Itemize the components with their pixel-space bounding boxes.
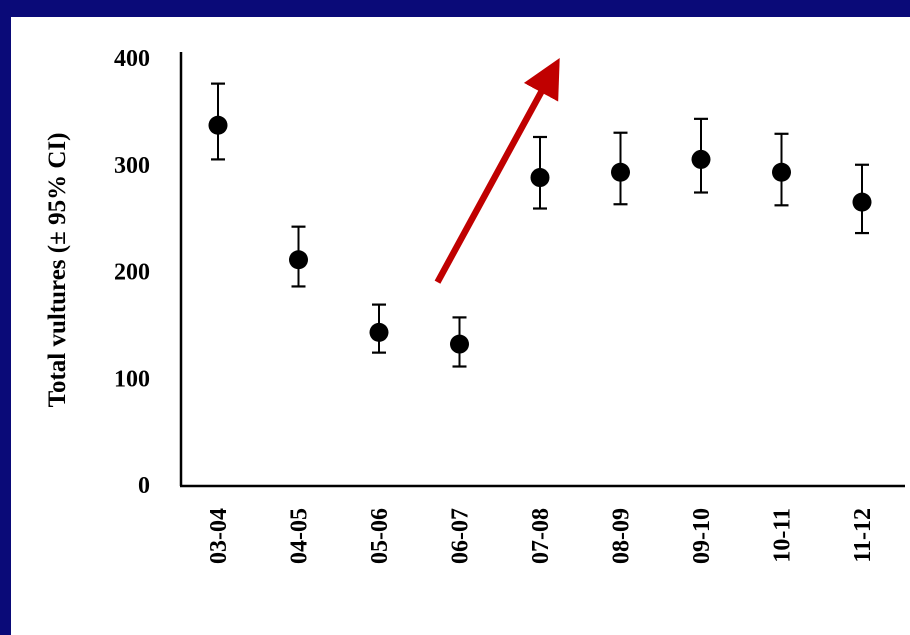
x-tick-label: 04-05 <box>287 508 313 564</box>
x-tick-label: 07-08 <box>528 508 554 564</box>
data-point <box>852 192 872 212</box>
x-tick-label: 11-12 <box>850 508 876 563</box>
trend-arrow <box>434 58 560 284</box>
data-points <box>208 115 872 354</box>
data-point <box>208 115 228 135</box>
data-point <box>369 322 389 342</box>
y-tick-label: 400 <box>114 46 150 72</box>
y-tick-label: 300 <box>114 153 150 179</box>
y-axis-title: Total vultures (± 95% CI) <box>44 133 71 408</box>
x-tick-labels: 03-04 04-05 05-06 06-07 07-08 08-09 09-10 10-11… <box>206 508 876 564</box>
axes <box>179 52 905 488</box>
x-tick-label: 05-06 <box>367 508 393 564</box>
y-tick-label: 100 <box>114 366 150 392</box>
x-tick-label: 08-09 <box>609 508 635 564</box>
data-point <box>450 334 469 354</box>
data-point <box>611 162 630 182</box>
y-tick-labels: 0 100 200 300 400 <box>114 46 150 499</box>
data-point <box>530 168 550 188</box>
data-point <box>289 250 308 270</box>
y-tick-label: 200 <box>114 260 150 286</box>
annotation-layer <box>434 58 560 284</box>
y-tick-label: 0 <box>138 473 150 499</box>
x-tick-label: 03-04 <box>206 508 232 564</box>
error-bars <box>211 82 869 368</box>
data-point <box>691 149 711 169</box>
x-tick-label: 09-10 <box>689 508 715 564</box>
x-tick-label: 06-07 <box>448 508 474 564</box>
data-point <box>772 162 791 182</box>
x-tick-label: 10-11 <box>770 508 796 563</box>
